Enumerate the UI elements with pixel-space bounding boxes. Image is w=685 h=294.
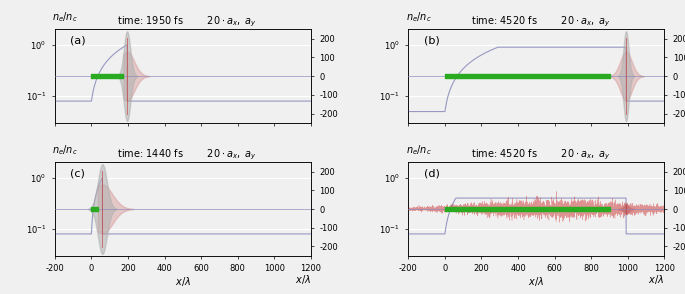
Title:    time: 1950 fs        $20\cdot a_x,\ a_y$: time: 1950 fs $20\cdot a_x,\ a_y$	[108, 15, 258, 29]
Text: $x/\lambda$: $x/\lambda$	[295, 273, 311, 285]
Text: (c): (c)	[70, 169, 85, 179]
Title:    time: 4520 fs        $20\cdot a_x,\ a_y$: time: 4520 fs $20\cdot a_x,\ a_y$	[462, 148, 611, 162]
X-axis label: $x/\lambda$: $x/\lambda$	[528, 275, 545, 288]
Text: (d): (d)	[423, 169, 440, 179]
Title:    time: 4520 fs        $20\cdot a_x,\ a_y$: time: 4520 fs $20\cdot a_x,\ a_y$	[462, 15, 611, 29]
Text: $n_e/n_c$: $n_e/n_c$	[406, 10, 432, 24]
Text: $n_e/n_c$: $n_e/n_c$	[52, 143, 78, 157]
Text: $x/\lambda$: $x/\lambda$	[649, 273, 664, 285]
Text: (b): (b)	[423, 36, 439, 46]
Title:    time: 1440 fs        $20\cdot a_x,\ a_y$: time: 1440 fs $20\cdot a_x,\ a_y$	[108, 148, 258, 162]
Text: $n_e/n_c$: $n_e/n_c$	[406, 143, 432, 157]
Text: $n_e/n_c$: $n_e/n_c$	[52, 10, 78, 24]
X-axis label: $x/\lambda$: $x/\lambda$	[175, 275, 191, 288]
Text: (a): (a)	[70, 36, 86, 46]
